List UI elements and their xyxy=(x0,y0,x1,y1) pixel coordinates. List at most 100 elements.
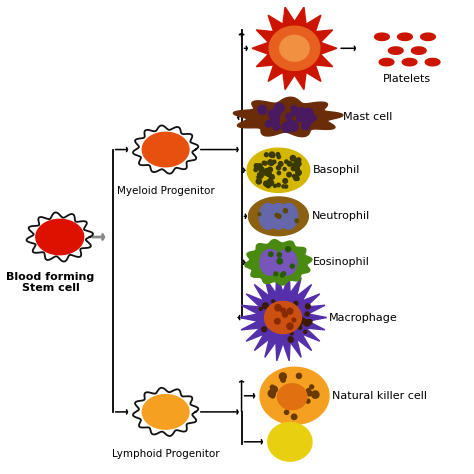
Polygon shape xyxy=(245,240,312,285)
Circle shape xyxy=(287,319,291,323)
Polygon shape xyxy=(402,58,417,66)
Circle shape xyxy=(276,166,281,170)
Circle shape xyxy=(290,332,293,335)
Text: Mast cell: Mast cell xyxy=(343,112,392,122)
Circle shape xyxy=(291,309,297,314)
Circle shape xyxy=(303,108,313,118)
Polygon shape xyxy=(133,126,198,173)
Circle shape xyxy=(297,162,301,166)
Circle shape xyxy=(301,122,309,130)
Polygon shape xyxy=(27,212,93,262)
Polygon shape xyxy=(388,47,403,55)
Circle shape xyxy=(290,155,296,161)
Circle shape xyxy=(306,304,310,309)
Circle shape xyxy=(259,167,264,172)
Circle shape xyxy=(287,162,292,166)
Text: Neutrophil: Neutrophil xyxy=(311,211,370,221)
Circle shape xyxy=(294,164,299,168)
Circle shape xyxy=(304,320,310,326)
Circle shape xyxy=(305,312,309,316)
Circle shape xyxy=(285,120,295,130)
Circle shape xyxy=(284,185,288,188)
Circle shape xyxy=(297,116,303,122)
Circle shape xyxy=(292,174,296,178)
Polygon shape xyxy=(260,367,329,424)
Circle shape xyxy=(273,123,280,130)
Circle shape xyxy=(263,303,268,309)
Circle shape xyxy=(310,115,316,121)
Circle shape xyxy=(286,113,292,119)
Circle shape xyxy=(268,390,275,397)
Polygon shape xyxy=(142,132,189,167)
Polygon shape xyxy=(268,422,312,461)
Polygon shape xyxy=(247,148,310,192)
Circle shape xyxy=(254,168,257,172)
Circle shape xyxy=(304,330,307,333)
Circle shape xyxy=(277,320,282,325)
Circle shape xyxy=(290,264,294,268)
Circle shape xyxy=(294,166,299,172)
Polygon shape xyxy=(398,33,412,40)
Circle shape xyxy=(285,160,288,164)
Circle shape xyxy=(264,181,269,186)
Circle shape xyxy=(292,414,297,419)
Circle shape xyxy=(255,164,258,168)
Circle shape xyxy=(294,176,299,181)
Circle shape xyxy=(257,164,262,169)
Circle shape xyxy=(268,180,273,186)
Polygon shape xyxy=(239,274,327,361)
Circle shape xyxy=(292,110,297,116)
Circle shape xyxy=(274,272,278,276)
Circle shape xyxy=(303,121,308,127)
Circle shape xyxy=(258,213,261,216)
Polygon shape xyxy=(276,249,297,275)
Polygon shape xyxy=(374,33,389,40)
Circle shape xyxy=(291,166,295,171)
Circle shape xyxy=(275,213,278,217)
Circle shape xyxy=(301,113,310,122)
Circle shape xyxy=(296,170,301,175)
Circle shape xyxy=(258,105,267,114)
Polygon shape xyxy=(259,203,277,229)
Circle shape xyxy=(278,162,283,166)
Circle shape xyxy=(269,152,275,157)
Circle shape xyxy=(265,121,272,127)
Circle shape xyxy=(295,219,299,222)
Circle shape xyxy=(269,252,273,256)
Circle shape xyxy=(264,153,268,156)
Circle shape xyxy=(273,160,276,164)
Circle shape xyxy=(300,318,305,324)
Circle shape xyxy=(288,337,293,342)
Circle shape xyxy=(292,387,299,393)
Circle shape xyxy=(264,162,267,165)
Circle shape xyxy=(277,171,281,174)
Circle shape xyxy=(259,308,262,310)
Circle shape xyxy=(292,318,296,322)
Polygon shape xyxy=(420,33,435,40)
Polygon shape xyxy=(269,203,288,229)
Circle shape xyxy=(273,304,276,307)
Polygon shape xyxy=(142,395,189,429)
Circle shape xyxy=(272,300,274,303)
Circle shape xyxy=(308,319,312,324)
Circle shape xyxy=(289,122,298,131)
Polygon shape xyxy=(425,58,440,66)
Circle shape xyxy=(283,312,287,317)
Circle shape xyxy=(266,172,271,177)
Circle shape xyxy=(294,301,298,305)
Circle shape xyxy=(277,258,283,264)
Circle shape xyxy=(257,175,260,179)
Circle shape xyxy=(274,319,280,324)
Polygon shape xyxy=(252,7,337,90)
Text: Blood forming
Stem cell: Blood forming Stem cell xyxy=(7,272,95,293)
Polygon shape xyxy=(279,203,298,229)
Circle shape xyxy=(283,209,288,213)
Circle shape xyxy=(271,394,275,398)
Circle shape xyxy=(262,161,266,165)
Circle shape xyxy=(268,167,273,172)
Circle shape xyxy=(271,113,279,121)
Circle shape xyxy=(258,173,263,178)
Circle shape xyxy=(296,158,301,163)
Polygon shape xyxy=(264,301,301,334)
Circle shape xyxy=(277,155,281,159)
